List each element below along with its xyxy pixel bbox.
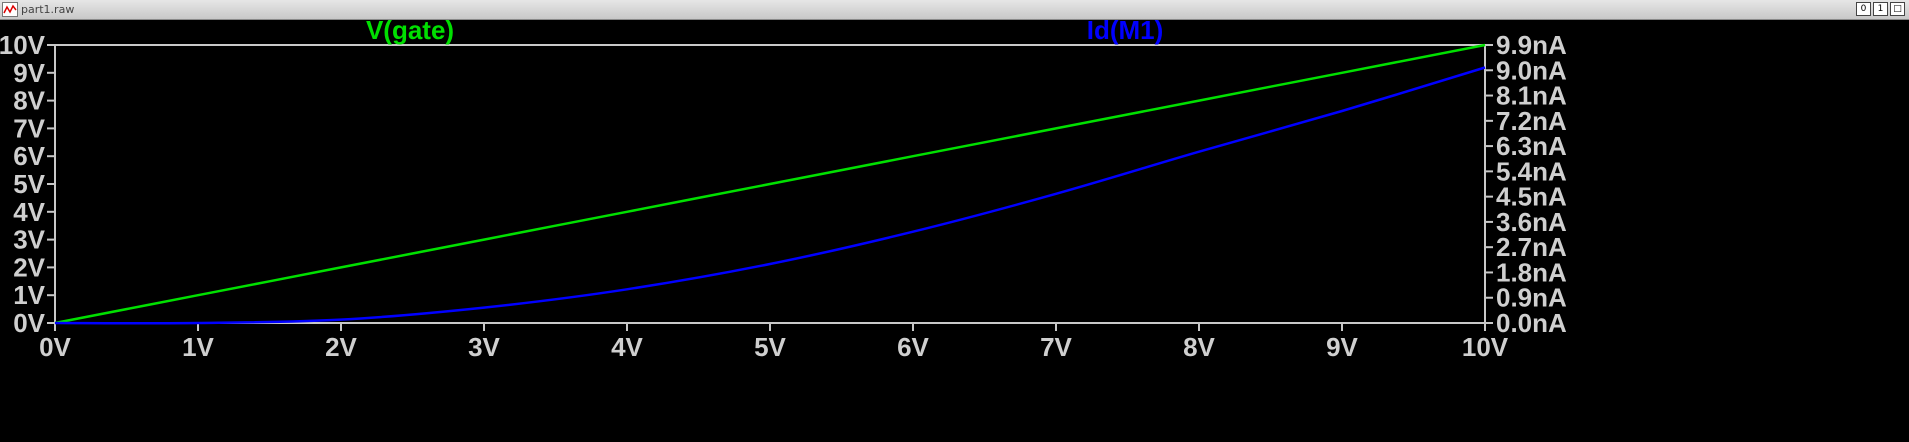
y-right-tick-label: 1.8nA xyxy=(1496,257,1567,287)
y-right-tick-label: 6.3nA xyxy=(1496,131,1567,161)
x-tick-label: 4V xyxy=(611,332,643,362)
y-right-tick-label: 2.7nA xyxy=(1496,232,1567,262)
y-right-tick-label: 9.0nA xyxy=(1496,55,1567,85)
y-left-tick-label: 8V xyxy=(13,86,45,116)
y-right-tick-label: 5.4nA xyxy=(1496,156,1567,186)
x-tick-label: 2V xyxy=(325,332,357,362)
y-left-tick-label: 9V xyxy=(13,58,45,88)
x-tick-label: 10V xyxy=(1462,332,1509,362)
y-right-tick-label: 0.0nA xyxy=(1496,308,1567,338)
trace-label-v-gate: V(gate) xyxy=(366,20,454,45)
y-left-tick-label: 4V xyxy=(13,197,45,227)
y-right-tick-label: 3.6nA xyxy=(1496,207,1567,237)
plot-background xyxy=(0,20,1909,442)
window-controls: 0 1 □ xyxy=(1856,2,1905,16)
x-tick-label: 8V xyxy=(1183,332,1215,362)
maximize-button[interactable]: □ xyxy=(1890,2,1905,16)
y-left-tick-label: 7V xyxy=(13,113,45,143)
x-tick-label: 6V xyxy=(897,332,929,362)
y-right-tick-label: 8.1nA xyxy=(1496,81,1567,111)
x-tick-label: 9V xyxy=(1326,332,1358,362)
y-right-tick-label: 9.9nA xyxy=(1496,30,1567,60)
y-left-tick-label: 1V xyxy=(13,280,45,310)
y-left-tick-label: 10V xyxy=(0,30,46,60)
trace-v-gate xyxy=(54,43,1486,325)
y-right-tick-label: 0.9nA xyxy=(1496,283,1567,313)
x-tick-label: 0V xyxy=(39,332,71,362)
y-left-tick-label: 3V xyxy=(13,225,45,255)
window-titlebar[interactable]: part1.raw 0 1 □ xyxy=(0,0,1909,20)
y-left-tick-label: 2V xyxy=(13,252,45,282)
y-right-tick-label: 4.5nA xyxy=(1496,182,1567,212)
trace-label-id-m1: Id(M1) xyxy=(1087,20,1164,45)
y-left-tick-label: 0V xyxy=(13,308,45,338)
trace-id-m1 xyxy=(54,66,1486,325)
x-tick-label: 3V xyxy=(468,332,500,362)
minimize-button[interactable]: 0 xyxy=(1856,2,1871,16)
waveform-app-icon xyxy=(2,2,18,17)
x-tick-label: 1V xyxy=(182,332,214,362)
x-tick-label: 5V xyxy=(754,332,786,362)
waveform-plot[interactable]: 0V 1V 2V 3V 4V 5V 6V 7V 8V 9V 10V0V1V2V3V4V5V6V7V8… xyxy=(0,20,1909,442)
window-title: part1.raw xyxy=(21,3,75,16)
restore-button[interactable]: 1 xyxy=(1873,2,1888,16)
y-right-tick-label: 7.2nA xyxy=(1496,106,1567,136)
y-left-tick-label: 5V xyxy=(13,169,45,199)
y-left-tick-label: 6V xyxy=(13,141,45,171)
x-tick-label: 7V xyxy=(1040,332,1072,362)
